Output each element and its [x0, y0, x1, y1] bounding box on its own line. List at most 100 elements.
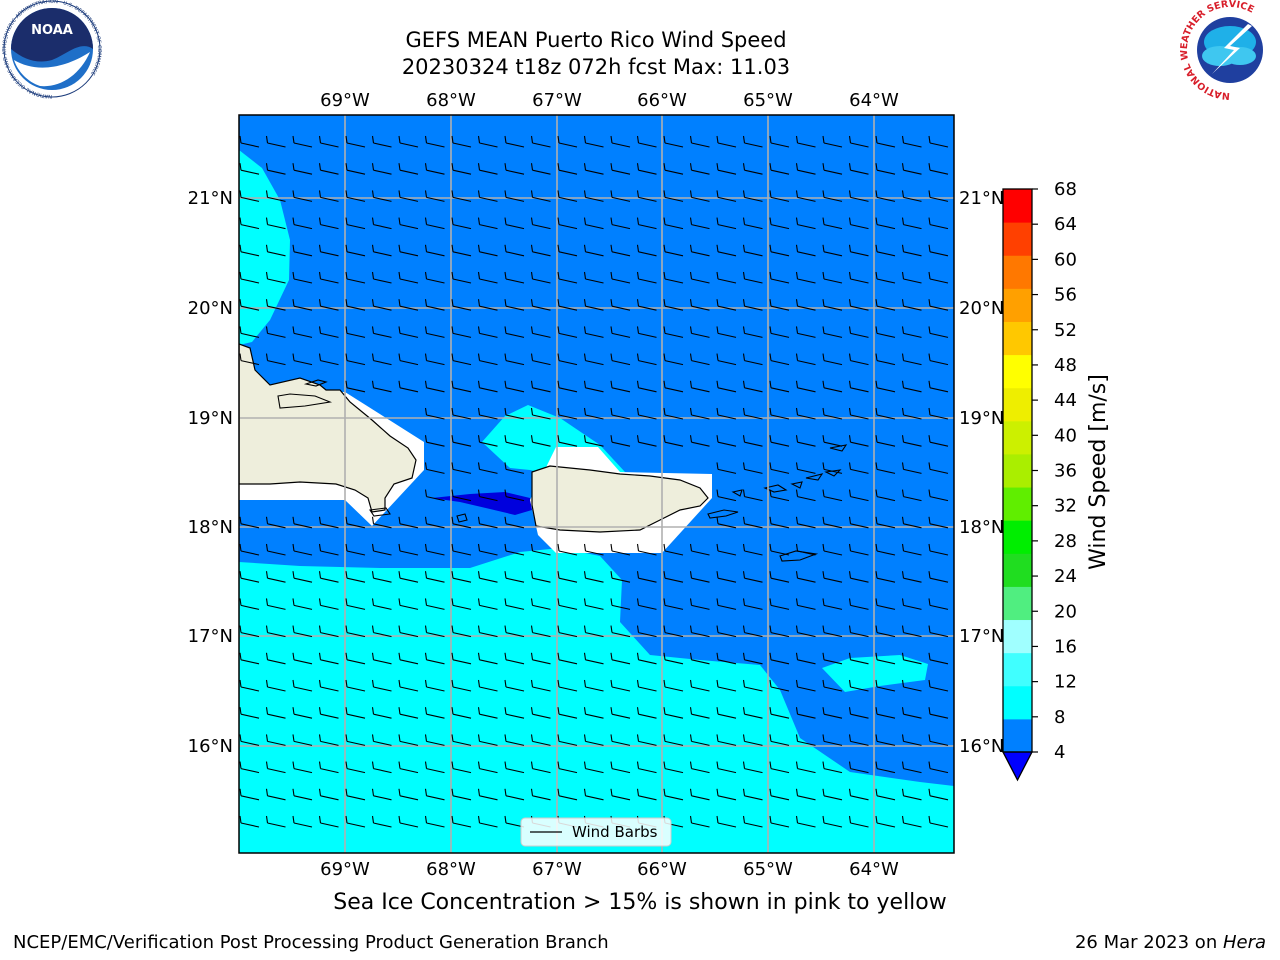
wind-barb	[848, 788, 869, 801]
wind-barb	[530, 326, 551, 338]
wind-barb	[504, 135, 525, 148]
wind-barb	[239, 353, 260, 366]
lon-label: 64°W	[849, 859, 899, 880]
footer-date-text: 26 Mar 2023 on	[1074, 932, 1223, 953]
colorbar-bin	[1003, 288, 1032, 322]
wind-barb	[292, 734, 313, 746]
wind-barb	[504, 435, 525, 447]
wind-barb	[583, 135, 604, 148]
wind-barb	[928, 788, 949, 801]
wind-barb	[848, 271, 869, 284]
wind-barb	[928, 299, 949, 311]
wind-barb	[398, 326, 419, 338]
wind-barb	[371, 244, 392, 257]
wind-barb	[239, 625, 260, 638]
wind-barb	[716, 679, 737, 692]
wind-barb	[318, 598, 339, 610]
wind-barb	[345, 380, 366, 393]
wind-barb	[795, 543, 816, 556]
wind-barb	[504, 543, 525, 556]
colorbar-tick-label: 36	[1054, 461, 1077, 482]
wind-barb	[557, 217, 578, 230]
wind-barb	[663, 163, 684, 175]
noaa-logo-text: NOAA	[31, 23, 73, 38]
wind-barb	[610, 190, 631, 202]
colorbar-bin	[1003, 652, 1032, 687]
wind-barb	[928, 598, 949, 610]
wind-barb	[265, 353, 286, 366]
wind-barb	[318, 788, 339, 801]
wind-barb	[239, 543, 260, 556]
wind-barb	[530, 707, 551, 719]
wind-barb	[636, 271, 657, 284]
wind-barb	[583, 625, 604, 638]
wind-barb	[663, 543, 684, 556]
wind-barb	[345, 734, 366, 746]
wind-barb	[477, 679, 498, 692]
wind-barb	[504, 217, 525, 230]
wind-barb	[795, 679, 816, 692]
footer-date: 26 Mar 2023 on Hera	[1075, 932, 1266, 953]
wind-barb	[742, 299, 763, 311]
wind-barb	[398, 679, 419, 692]
wind-barb	[424, 217, 445, 230]
wind-barb	[716, 217, 737, 230]
wind-barb	[822, 407, 843, 420]
wind-barb	[928, 516, 949, 529]
wind-barb	[345, 571, 366, 583]
wind-barb	[822, 462, 843, 474]
wind-barb	[901, 271, 922, 284]
wind-barb	[875, 761, 896, 774]
wind-barb	[318, 217, 339, 230]
wind-barb	[689, 380, 710, 393]
lat-label: 17°N	[188, 626, 233, 647]
colorbar-tick-label: 4	[1054, 742, 1065, 763]
wind-barb	[689, 435, 710, 447]
wind-barb	[530, 353, 551, 366]
wind-barb	[424, 271, 445, 284]
wind-barb	[318, 625, 339, 638]
lon-label: 68°W	[426, 90, 476, 111]
wind-barb	[901, 598, 922, 610]
footer-host: Hera	[1222, 932, 1266, 953]
wind-barb	[848, 244, 869, 257]
wind-barb	[530, 271, 551, 284]
wind-barb	[769, 516, 790, 529]
colorbar-tick-label: 32	[1054, 496, 1077, 517]
wind-barb	[610, 761, 631, 774]
legend: Wind Barbs	[520, 817, 672, 847]
wind-barb	[583, 788, 604, 801]
wind-barb	[345, 598, 366, 610]
wind-barb	[822, 679, 843, 692]
wind-barb	[504, 326, 525, 338]
wind-barb	[451, 163, 472, 175]
wind-barb	[424, 489, 445, 502]
wind-barb	[345, 788, 366, 801]
wind-barb	[875, 407, 896, 420]
wind-barb	[504, 353, 525, 366]
wind-barb	[716, 571, 737, 583]
wind-barb	[451, 217, 472, 230]
lat-label: 19°N	[188, 408, 233, 429]
wind-barb	[424, 625, 445, 638]
wind-barb	[875, 571, 896, 583]
wind-barb	[451, 815, 472, 828]
wind-barb	[345, 326, 366, 338]
wind-barb	[742, 788, 763, 801]
wind-barb	[239, 271, 260, 284]
wind-barb	[239, 598, 260, 610]
wind-barb	[318, 815, 339, 828]
wind-barb	[769, 489, 790, 502]
wind-barb	[557, 679, 578, 692]
colorbar-bin	[1003, 685, 1032, 720]
wind-barb	[424, 299, 445, 311]
wind-barb	[318, 679, 339, 692]
wind-barb	[398, 625, 419, 638]
wind-barb	[742, 625, 763, 638]
lat-labels-right: 21°N 20°N 19°N 18°N 17°N 16°N	[959, 188, 1004, 757]
wind-barb	[451, 462, 472, 474]
wind-barb	[742, 135, 763, 148]
wind-barb	[901, 761, 922, 774]
wind-barb	[742, 679, 763, 692]
land-hispaniola	[239, 343, 417, 513]
